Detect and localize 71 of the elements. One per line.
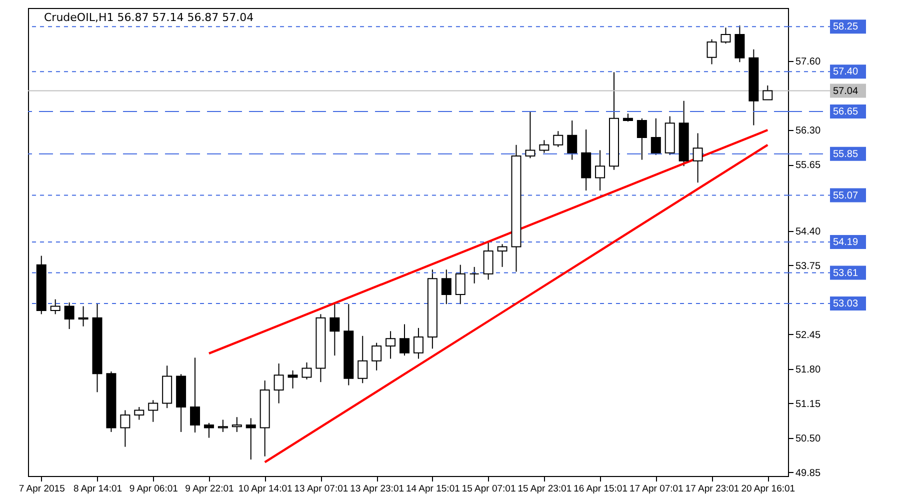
ref-line-label: 57.40	[833, 66, 858, 78]
candlestick	[218, 419, 228, 432]
ref-line-label: 53.03	[833, 298, 858, 310]
ref-line-label: 55.07	[833, 190, 858, 202]
candlestick	[469, 266, 480, 284]
x-tick-label: 15 Apr 07:01	[462, 484, 516, 494]
candlestick	[539, 140, 550, 154]
candlestick	[204, 422, 214, 438]
candlestick	[274, 363, 284, 404]
candlestick	[762, 84, 773, 100]
candlestick	[720, 27, 731, 44]
y-tick-label: 57.60	[796, 56, 821, 68]
y-tick-label: 52.45	[796, 330, 821, 341]
candlestick	[148, 400, 158, 422]
ref-line-label: 54.19	[833, 237, 858, 248]
candlestick	[134, 406, 144, 420]
candlestick	[553, 130, 564, 148]
candlestick	[706, 38, 717, 65]
candlestick	[120, 410, 130, 448]
candlestick	[400, 324, 410, 356]
candlestick	[441, 269, 452, 305]
y-tick-label: 55.65	[796, 160, 821, 172]
ref-line-label: 56.65	[833, 106, 858, 118]
y-tick-label: 51.15	[796, 398, 821, 410]
y-tick-label: 51.80	[796, 364, 821, 376]
x-tick-label: 20 Apr 16:01	[741, 484, 796, 494]
candlestick	[358, 335, 368, 384]
candlestick	[232, 416, 242, 432]
x-tick-label: 17 Apr 07:01	[629, 484, 684, 494]
candlestick	[372, 342, 382, 371]
x-tick-label: 13 Apr 23:01	[350, 484, 404, 494]
x-tick-label: 15 Apr 23:01	[518, 484, 572, 494]
candlestick	[288, 370, 298, 389]
candlestick	[246, 418, 256, 460]
ref-line-label: 55.85	[833, 148, 858, 160]
candlestick	[595, 150, 606, 192]
x-tick-label: 16 Apr 15:01	[574, 484, 628, 494]
ref-line-label: 53.61	[833, 268, 858, 279]
candlestick	[190, 357, 200, 433]
candlestick	[78, 306, 88, 327]
candlestick	[64, 302, 74, 330]
ref-line-label: 58.25	[833, 22, 858, 33]
candlestick	[497, 244, 508, 268]
x-tick-label: 8 Apr 14:01	[73, 484, 122, 494]
candlestick	[734, 25, 745, 63]
y-tick-label: 50.50	[796, 433, 821, 444]
x-tick-label: 10 Apr 14:01	[238, 484, 292, 494]
candlestick	[692, 132, 703, 184]
ref-line-label: 57.04	[833, 86, 858, 97]
candlestick	[483, 242, 494, 280]
candlestick	[330, 302, 340, 356]
candlestick	[455, 264, 466, 305]
x-tick-label: 9 Apr 06:01	[129, 484, 178, 494]
x-tick-label: 9 Apr 22:01	[185, 484, 234, 494]
y-tick-label: 56.30	[796, 126, 821, 137]
candlestick	[525, 110, 536, 159]
x-tick-label: 13 Apr 07:01	[294, 484, 348, 494]
candlestick	[302, 362, 312, 380]
y-tick-label: 53.75	[796, 260, 821, 272]
chart-title: CrudeOIL,H1 56.87 57.14 56.87 57.04	[44, 11, 254, 24]
candlestick	[567, 120, 578, 160]
x-tick-label: 14 Apr 15:01	[406, 484, 460, 494]
x-tick-label: 7 Apr 2015	[18, 484, 65, 494]
candlestick	[636, 118, 647, 160]
candlestick	[413, 327, 424, 360]
y-tick-label: 49.85	[796, 468, 821, 479]
x-tick-label: 17 Apr 23:01	[685, 484, 740, 494]
candlestick	[50, 298, 60, 315]
y-tick-label: 54.40	[796, 226, 821, 238]
candlestick	[386, 330, 396, 360]
candlestick	[650, 118, 661, 156]
